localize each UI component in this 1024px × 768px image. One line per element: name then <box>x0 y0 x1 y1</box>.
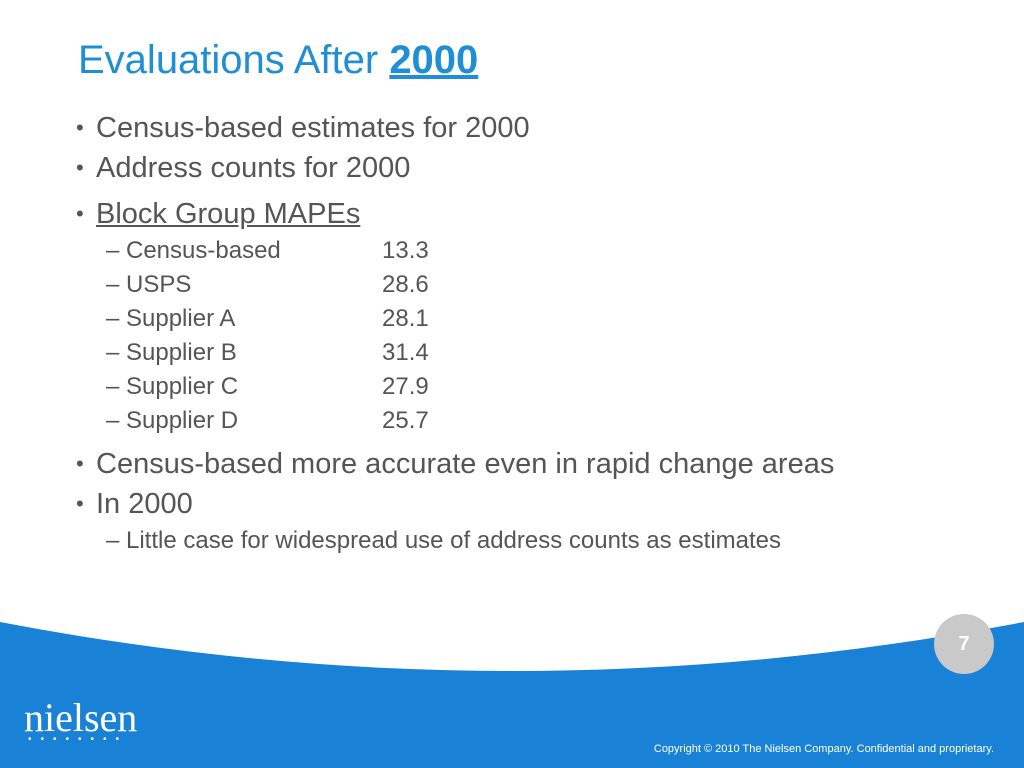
mape-name: Supplier A <box>126 305 236 332</box>
mape-value: 13.3 <box>382 237 429 264</box>
bullet-item: • Census-based more accurate even in rapi… <box>76 444 1006 484</box>
mapes-heading: Block Group MAPEs <box>96 198 361 230</box>
page-number: 7 <box>934 614 994 674</box>
nielsen-logo: nielsen <box>24 695 138 740</box>
bullet-text: Census-based estimates for 2000 <box>96 112 530 144</box>
bullet-list: • Census-based estimates for 2000 • Addres… <box>76 108 1006 558</box>
mape-row: – Supplier A 28.1 <box>106 302 1006 336</box>
mape-row: – Supplier B 31.4 <box>106 336 1006 370</box>
sub-bullet: – Little case for widespread use of addre… <box>106 524 1006 558</box>
bullet-text: Census-based more accurate even in rapid… <box>96 448 835 480</box>
mape-name: Supplier D <box>126 407 239 434</box>
mape-name: USPS <box>126 271 192 298</box>
slide-title: Evaluations After 2000 <box>78 38 478 83</box>
mape-name: Supplier C <box>126 373 239 400</box>
mape-value: 25.7 <box>382 407 429 434</box>
mape-name: Supplier B <box>126 339 237 366</box>
sub-bullet-text: Little case for widespread use of addres… <box>126 527 782 554</box>
mape-value: 27.9 <box>382 373 429 400</box>
mape-row: – Supplier D 25.7 <box>106 404 1006 438</box>
bullet-item: • Block Group MAPEs <box>76 194 1006 234</box>
mape-value: 28.1 <box>382 305 429 332</box>
logo-dots: •••••••• <box>28 734 129 745</box>
mape-row: – Supplier C 27.9 <box>106 370 1006 404</box>
bullet-item: • In 2000 <box>76 484 1006 524</box>
bullet-text: Address counts for 2000 <box>96 152 411 184</box>
mape-row: – Census-based 13.3 <box>106 234 1006 268</box>
mape-value: 28.6 <box>382 271 429 298</box>
title-year: 2000 <box>389 38 479 82</box>
mape-row: – USPS 28.6 <box>106 268 1006 302</box>
bullet-item: • Address counts for 2000 <box>76 148 1006 188</box>
title-prefix: Evaluations After <box>78 38 379 82</box>
bullet-text: In 2000 <box>96 488 193 520</box>
mape-name: Census-based <box>126 237 281 264</box>
bullet-item: • Census-based estimates for 2000 <box>76 108 1006 148</box>
mape-value: 31.4 <box>382 339 429 366</box>
copyright: Copyright © 2010 The Nielsen Company. Co… <box>653 743 994 755</box>
